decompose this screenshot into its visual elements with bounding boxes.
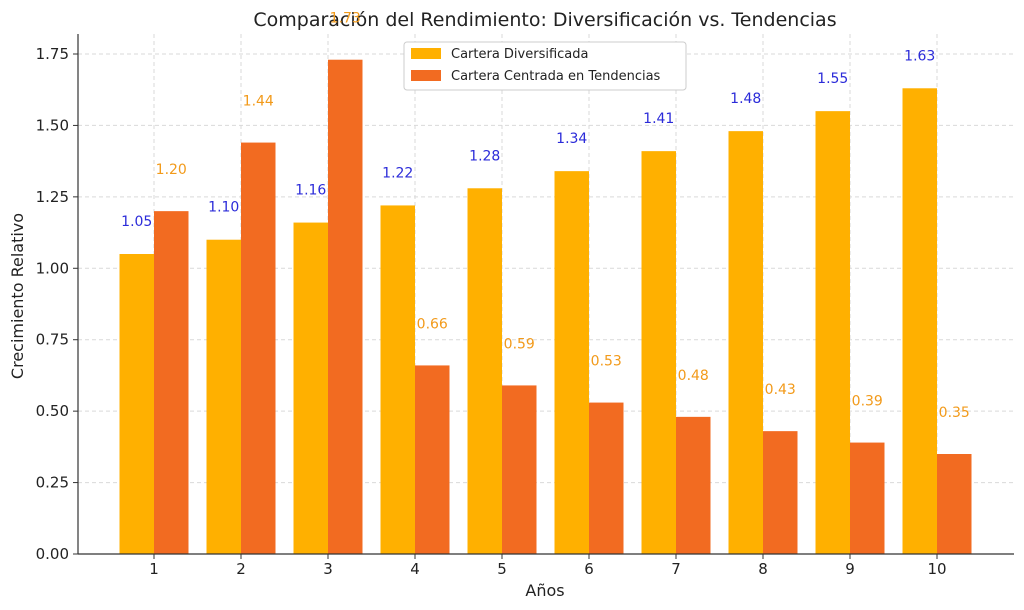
data-label-diversificada: 1.55 (817, 71, 848, 87)
x-tick-label: 2 (236, 560, 246, 578)
y-tick-label: 1.00 (36, 259, 69, 277)
y-tick-label: 1.75 (36, 45, 69, 63)
bar-diversificada (641, 151, 676, 554)
bar-tendencias (937, 454, 972, 554)
data-label-tendencias: 0.43 (765, 382, 796, 398)
bar-tendencias (850, 442, 885, 554)
bar-diversificada (119, 254, 154, 554)
x-tick-label: 9 (845, 560, 855, 578)
legend-entry-tendencias: Cartera Centrada en Tendencias (451, 69, 661, 84)
bar-tendencias (415, 365, 450, 554)
legend: Cartera Diversificada Cartera Centrada e… (403, 41, 687, 91)
bar-diversificada (815, 111, 850, 555)
bars (119, 59, 972, 555)
legend-swatch-tendencias (411, 70, 441, 81)
bar-diversificada (380, 205, 415, 554)
x-tick-label: 7 (671, 560, 681, 578)
data-label-tendencias: 1.20 (156, 162, 187, 178)
data-label-diversificada: 1.34 (556, 131, 587, 147)
data-label-diversificada: 1.10 (208, 200, 239, 216)
data-labels: 1.05 1.10 1.16 1.22 1.28 1.34 1.41 1.48 1.55 1.63… (121, 11, 970, 421)
bar-diversificada (206, 239, 241, 554)
data-label-tendencias: 1.73 (330, 11, 361, 27)
x-tick-label: 1 (149, 560, 159, 578)
y-tick-label: 0.50 (36, 402, 69, 420)
data-label-diversificada: 1.48 (730, 91, 761, 107)
bar-diversificada (293, 222, 328, 555)
data-label-diversificada: 1.28 (469, 148, 500, 164)
data-label-tendencias: 0.53 (591, 354, 622, 370)
data-label-diversificada: 1.16 (295, 183, 326, 199)
data-label-diversificada: 1.63 (904, 48, 935, 64)
bar-tendencias (502, 385, 537, 554)
data-label-diversificada: 1.41 (643, 111, 674, 127)
y-tick-label: 0.00 (36, 545, 69, 563)
bar-tendencias (589, 402, 624, 554)
x-tick-label: 8 (758, 560, 768, 578)
y-tick-label: 1.25 (36, 188, 69, 206)
bar-tendencias (154, 211, 189, 554)
x-tick-label: 4 (410, 560, 420, 578)
y-tick-label: 1.50 (36, 116, 69, 134)
bar-diversificada (728, 131, 763, 554)
x-tick-label: 5 (497, 560, 507, 578)
bar-tendencias (676, 416, 711, 554)
data-label-diversificada: 1.05 (121, 214, 152, 230)
bar-tendencias (763, 431, 798, 554)
x-tick-label: 10 (927, 560, 946, 578)
bar-tendencias (241, 142, 276, 555)
data-label-tendencias: 0.35 (939, 405, 970, 421)
legend-entry-diversificada: Cartera Diversificada (451, 47, 589, 62)
data-label-diversificada: 1.22 (382, 165, 413, 181)
y-tick-label: 0.25 (36, 474, 69, 492)
data-label-tendencias: 0.39 (852, 394, 883, 410)
y-tick-label: 0.75 (36, 331, 69, 349)
data-label-tendencias: 1.44 (243, 94, 274, 110)
data-label-tendencias: 0.66 (417, 316, 448, 332)
bar-diversificada (902, 88, 937, 555)
y-axis-label: Crecimiento Relativo (8, 213, 27, 379)
x-axis-label: Años (525, 581, 564, 600)
x-tick-label: 6 (584, 560, 594, 578)
bar-diversificada (554, 171, 589, 554)
legend-swatch-diversificada (411, 48, 441, 59)
bar-diversificada (467, 188, 502, 555)
data-label-tendencias: 0.59 (504, 336, 535, 352)
bar-tendencias (328, 59, 363, 554)
chart-title: Comparación del Rendimiento: Diversifica… (253, 9, 836, 31)
x-tick-label: 3 (323, 560, 333, 578)
axes: 0.00 0.25 0.50 0.75 1.00 1.25 1.50 1.75 1 2 3 4 5 6 7 8… (36, 34, 1014, 578)
legend-frame (403, 41, 687, 91)
data-label-tendencias: 0.48 (678, 368, 709, 384)
